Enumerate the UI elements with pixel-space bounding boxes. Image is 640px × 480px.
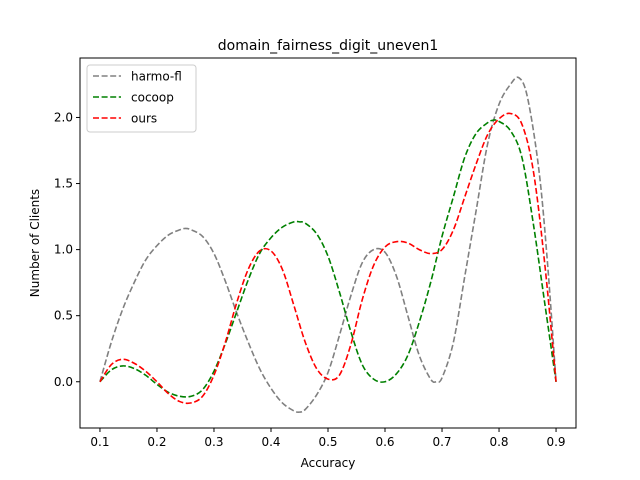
x-tick-label: 0.3 [204, 435, 223, 449]
y-tick-label: 1.0 [54, 243, 73, 257]
y-axis-label: Number of Clients [28, 189, 42, 297]
series-line-ours [99, 112, 557, 405]
legend-box [86, 64, 197, 133]
x-tick-label: 0.5 [318, 435, 337, 449]
x-tick-label: 0.6 [375, 435, 394, 449]
x-tick-label: 0.4 [261, 435, 280, 449]
x-tick-label: 0.9 [546, 435, 565, 449]
x-tick-label: 0.8 [489, 435, 508, 449]
legend-label-ours: ours [131, 112, 157, 126]
x-tick-label: 0.7 [432, 435, 451, 449]
legend-label-cocoop: cocoop [131, 91, 174, 105]
x-tick-label: 0.2 [147, 435, 166, 449]
y-axis: 0.0 0.5 1.0 1.5 2.0 [54, 110, 80, 389]
chart-title: domain_fairness_digit_uneven1 [218, 38, 439, 54]
x-tick-label: 0.1 [90, 435, 109, 449]
series-line-harmo-fl [99, 76, 557, 414]
y-tick-label: 2.0 [54, 110, 73, 124]
y-tick-label: 0.0 [54, 375, 73, 389]
series-layer [99, 76, 557, 414]
y-tick-label: 0.5 [54, 309, 73, 323]
x-axis-label: Accuracy [301, 456, 356, 470]
x-axis: 0.1 0.2 0.3 0.4 0.5 0.6 0.7 0.8 0.9 [90, 428, 566, 449]
legend-label-harmo-fl: harmo-fl [131, 70, 182, 84]
legend: harmo-fl cocoop ours [86, 64, 197, 133]
y-tick-label: 1.5 [54, 177, 73, 191]
